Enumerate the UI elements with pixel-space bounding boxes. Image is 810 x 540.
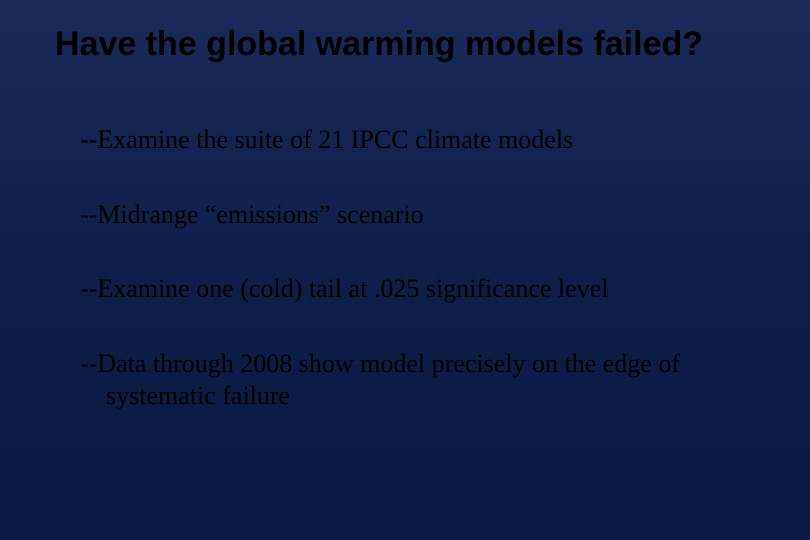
slide-title: Have the global warming models failed? (55, 25, 760, 64)
bullet-item: --Examine the suite of 21 IPCC climate m… (80, 124, 760, 157)
bullet-item: --Examine one (cold) tail at .025 signif… (80, 273, 760, 306)
bullet-item: --Data through 2008 show model precisely… (80, 348, 760, 413)
slide-container: Have the global warming models failed? -… (0, 0, 810, 540)
bullet-item: --Midrange “emissions” scenario (80, 199, 760, 232)
bullet-list: --Examine the suite of 21 IPCC climate m… (50, 124, 760, 413)
